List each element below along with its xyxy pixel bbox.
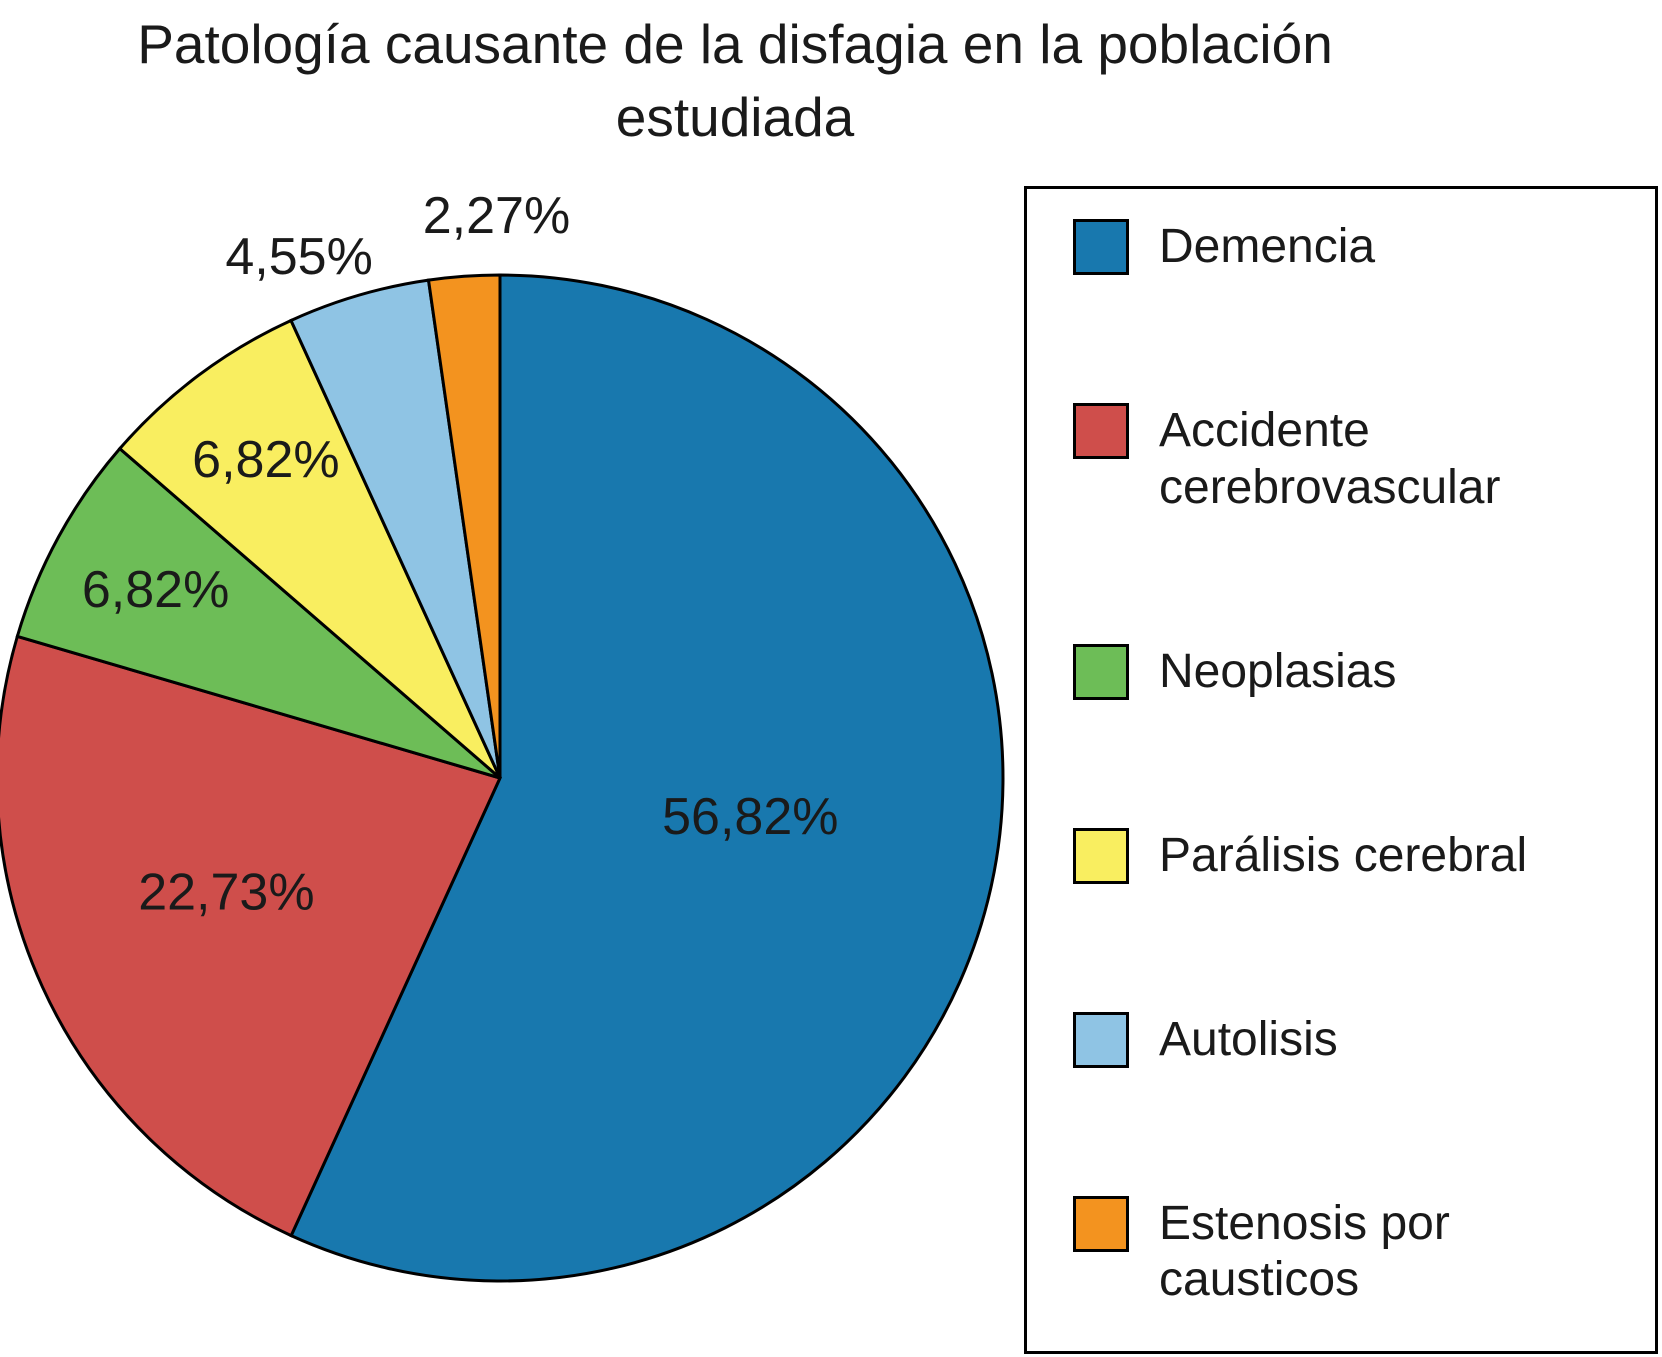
- legend-swatch: [1073, 1195, 1129, 1252]
- pie-label-neoplasias: 6,82%: [82, 561, 229, 619]
- legend-label: Autolisis: [1159, 1012, 1338, 1066]
- pie-slice-estenosis-por-causticos: [426, 273, 502, 779]
- chart-title: Patología causante de la disfagia en la …: [0, 8, 1470, 153]
- pie-label-demencia: 56,82%: [662, 788, 838, 846]
- legend: Demencia Accidente cerebrovascular Neopl…: [1024, 186, 1658, 1354]
- pie-label-par-lisis-cerebral: 6,82%: [192, 431, 339, 489]
- legend-swatch: [1073, 827, 1129, 884]
- legend-item-estenosis-por-causticos: Estenosis por causticos: [1073, 1195, 1645, 1309]
- pie-slice-par-lisis-cerebral: [117, 318, 502, 780]
- legend-swatch: [1073, 1011, 1129, 1068]
- legend-swatch: [1073, 643, 1129, 700]
- legend-label: Parálisis cerebral: [1159, 828, 1528, 882]
- legend-swatch: [1073, 219, 1129, 275]
- chart-title-line1: Patología causante de la disfagia en la …: [137, 13, 1333, 75]
- legend-label: Neoplasias: [1159, 644, 1397, 698]
- legend-item-autolisis: Autolisis: [1073, 1011, 1645, 1069]
- legend-swatch: [1073, 403, 1129, 460]
- pie-slice-neoplasias: [15, 446, 501, 780]
- legend-item-demencia: Demencia: [1073, 219, 1645, 276]
- legend-item-neoplasias: Neoplasias: [1073, 643, 1645, 701]
- legend-item-par-lisis-cerebral: Parálisis cerebral: [1073, 827, 1645, 885]
- pie-label-autolisis: 4,55%: [225, 228, 372, 286]
- pie-label-estenosis-por-causticos: 2,27%: [423, 187, 570, 245]
- pie-slice-accidente-cerebrovascular: [0, 634, 503, 1238]
- chart-title-line2: estudiada: [615, 85, 855, 148]
- pie-slice-demencia: [289, 273, 1005, 1283]
- pie-label-accidente-cerebrovascular: 22,73%: [138, 864, 314, 922]
- legend-label: Estenosis por causticos: [1159, 1196, 1450, 1307]
- legend-label: Demencia: [1159, 220, 1376, 273]
- legend-label: Accidente cerebrovascular: [1159, 404, 1501, 514]
- legend-item-accidente-cerebrovascular: Accidente cerebrovascular: [1073, 403, 1645, 516]
